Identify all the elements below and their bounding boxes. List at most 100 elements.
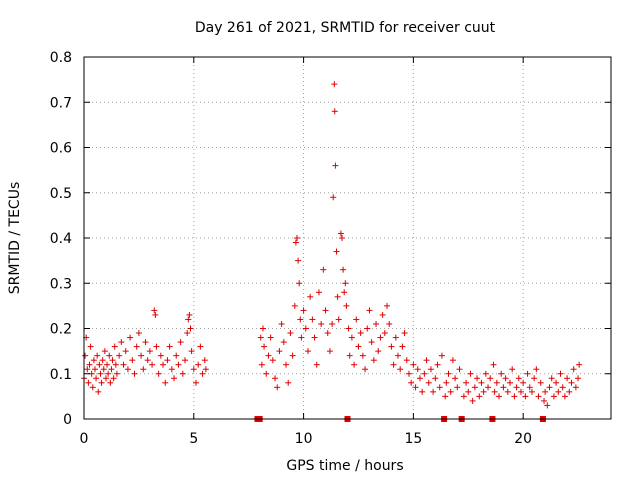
data-point <box>487 375 494 382</box>
data-point <box>526 384 533 391</box>
data-point <box>388 343 395 350</box>
data-point <box>377 334 384 341</box>
data-point <box>341 289 348 296</box>
data-point <box>345 325 352 332</box>
data-point <box>283 361 290 368</box>
data-point <box>107 379 114 386</box>
data-point <box>548 375 555 382</box>
data-point <box>425 379 432 386</box>
data-point <box>192 379 199 386</box>
data-point <box>278 320 285 327</box>
data-point <box>331 81 338 88</box>
data-point <box>395 352 402 359</box>
data-point <box>298 334 305 341</box>
x-tick-label: 0 <box>80 431 89 447</box>
data-point <box>555 388 562 395</box>
data-point <box>257 334 264 341</box>
data-point <box>315 289 322 296</box>
data-point <box>144 357 151 364</box>
y-tick-label: 0.3 <box>50 276 72 292</box>
data-point <box>116 352 123 359</box>
data-point <box>566 388 573 395</box>
data-point <box>353 316 360 323</box>
data-point <box>561 393 568 400</box>
data-point <box>410 361 417 368</box>
data-point <box>438 352 445 359</box>
data-point <box>469 397 476 404</box>
data-point <box>151 307 158 314</box>
data-point <box>87 343 94 350</box>
y-tick-label: 0.4 <box>50 231 72 247</box>
data-point <box>313 361 320 368</box>
data-point <box>108 366 115 373</box>
data-point <box>102 375 109 382</box>
data-point <box>199 370 206 377</box>
data-point <box>131 370 138 377</box>
data-point <box>427 366 434 373</box>
data-point <box>465 388 472 395</box>
data-point <box>524 370 531 377</box>
data-point <box>397 366 404 373</box>
data-point <box>531 375 538 382</box>
data-point <box>362 366 369 373</box>
data-point <box>177 339 184 346</box>
data-point <box>340 266 347 273</box>
data-point <box>474 375 481 382</box>
data-point <box>500 384 507 391</box>
data-point <box>112 361 119 368</box>
data-point <box>496 393 503 400</box>
x-tick-label: 5 <box>189 431 198 447</box>
data-point <box>436 384 443 391</box>
data-point <box>480 388 487 395</box>
data-point <box>513 384 520 391</box>
data-point <box>110 375 117 382</box>
data-point <box>153 343 160 350</box>
data-point <box>263 370 270 377</box>
data-point <box>454 384 461 391</box>
data-point <box>320 266 327 273</box>
data-point <box>343 302 350 309</box>
data-point <box>432 375 439 382</box>
axis-ticks: 0 0.1 0.2 0.3 0.4 0.5 0.6 0.7 0.8 0 5 10 15 20 <box>50 50 611 447</box>
data-point <box>368 339 375 346</box>
data-point <box>537 379 544 386</box>
data-point <box>258 361 265 368</box>
data-point <box>366 307 373 314</box>
grid <box>84 57 611 419</box>
data-point <box>408 379 415 386</box>
data-point <box>300 307 307 314</box>
data-point <box>463 379 470 386</box>
data-point <box>355 343 362 350</box>
data-point <box>416 375 423 382</box>
data-point <box>553 379 560 386</box>
data-point <box>296 280 303 287</box>
data-point <box>166 343 173 350</box>
data-point <box>384 302 391 309</box>
data-point <box>557 370 564 377</box>
data-point <box>476 393 483 400</box>
data-point <box>106 352 113 359</box>
data-point <box>456 366 463 373</box>
data-point <box>564 375 571 382</box>
data-point <box>381 330 388 337</box>
data-point <box>511 393 518 400</box>
data-point <box>572 384 579 391</box>
data-point <box>124 366 131 373</box>
data-point <box>533 366 540 373</box>
data-point <box>502 375 509 382</box>
data-point <box>85 379 92 386</box>
x-axis-label: GPS time / hours <box>286 458 403 474</box>
data-point <box>293 235 300 241</box>
data-point <box>423 357 430 364</box>
x-tick-label: 10 <box>295 431 313 447</box>
data-point <box>175 361 182 368</box>
data-point <box>311 334 318 341</box>
data-point <box>542 388 549 395</box>
data-point <box>443 379 450 386</box>
data-point <box>570 366 577 373</box>
data-point <box>386 320 393 327</box>
y-axis-label: SRMTID / TECUs <box>7 182 23 295</box>
data-point <box>478 379 485 386</box>
data-point <box>197 343 204 350</box>
